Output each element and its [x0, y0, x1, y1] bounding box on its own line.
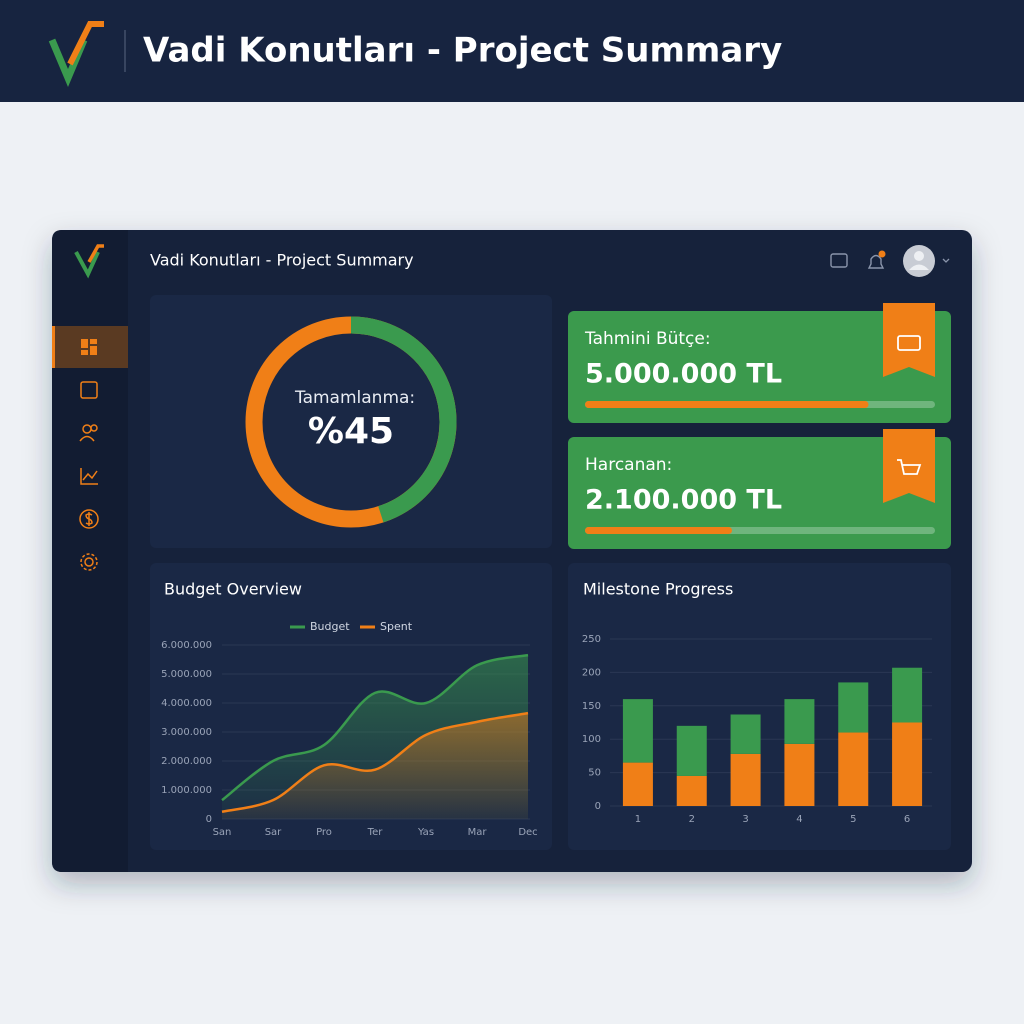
bar-segment — [622, 699, 653, 763]
completion-label: Tamamlanma: — [294, 388, 415, 408]
x-tick-label: Yas — [417, 827, 434, 838]
nav-active-marker — [52, 326, 55, 368]
bell-icon[interactable] — [867, 254, 885, 269]
y-tick-label: 6.000.000 — [161, 640, 212, 651]
x-tick-label: Sar — [265, 827, 282, 838]
x-tick-label: Pro — [316, 827, 332, 838]
bar-segment — [730, 753, 761, 806]
sidebar — [52, 230, 128, 872]
donut-progress — [245, 316, 457, 528]
avatar-head — [914, 251, 924, 261]
bar-segment — [784, 743, 815, 806]
nav-dashboard[interactable] — [81, 339, 97, 355]
y-tick-label: 50 — [588, 768, 601, 779]
wallet-icon — [897, 335, 921, 351]
x-tick-label: Ter — [367, 827, 384, 838]
y-tick-label: 2.000.000 — [161, 756, 212, 767]
x-tick-label: 2 — [689, 814, 695, 825]
nav-reports[interactable] — [80, 381, 98, 399]
card-value: 2.100.000 TL — [585, 485, 782, 516]
card-value: 5.000.000 TL — [585, 359, 782, 390]
y-tick-label: 1.000.000 — [161, 785, 212, 796]
x-tick-label: 6 — [904, 814, 910, 825]
bar-segment — [730, 714, 761, 754]
y-tick-label: 0 — [206, 814, 212, 825]
card-label: Harcanan: — [585, 455, 672, 475]
y-tick-label: 3.000.000 — [161, 727, 212, 738]
y-tick-label: 250 — [582, 634, 601, 645]
notification-dot — [878, 250, 886, 258]
completion-panel — [150, 295, 552, 548]
bar-segment — [892, 667, 923, 723]
budget-chart-title: Budget Overview — [164, 580, 302, 599]
completion-value: %45 — [308, 411, 394, 452]
line — [221, 711, 529, 813]
sidebar-nav — [52, 326, 128, 571]
area — [222, 713, 528, 819]
stat-card — [568, 311, 951, 423]
folder-icon[interactable] — [830, 253, 848, 268]
topbar-icons — [830, 245, 950, 277]
x-tick-label: 3 — [742, 814, 748, 825]
y-tick-label: 5.000.000 — [161, 669, 212, 680]
bar-segment — [676, 725, 707, 776]
x-tick-label: 5 — [850, 814, 856, 825]
x-tick-label: Dec — [518, 827, 537, 838]
milestone-chart-title: Milestone Progress — [583, 580, 733, 599]
bar-segment — [892, 722, 923, 806]
progress-fill — [585, 527, 732, 534]
card-badge — [883, 429, 935, 503]
progress-fill — [585, 401, 869, 408]
app-title: Vadi Konutları - Project Summary — [150, 251, 414, 270]
nav-team[interactable] — [79, 424, 98, 442]
legend-label: Spent — [380, 620, 413, 633]
legend-label: Budget — [310, 620, 350, 633]
header-title: Vadi Konutları - Project Summary — [143, 31, 782, 71]
nav-analytics[interactable] — [80, 468, 98, 485]
bar-segment — [622, 762, 653, 806]
x-tick-label: 1 — [635, 814, 641, 825]
bar-segment — [676, 775, 707, 806]
y-tick-label: 100 — [582, 734, 601, 745]
x-tick-label: San — [213, 827, 232, 838]
bar-segment — [838, 732, 869, 806]
cart-icon — [897, 459, 922, 475]
avatar-body — [909, 264, 929, 270]
y-tick-label: 0 — [595, 801, 601, 812]
header-bar — [0, 0, 1024, 102]
y-tick-label: 200 — [582, 667, 601, 678]
line — [221, 653, 529, 802]
x-tick-label: 4 — [796, 814, 802, 825]
card-badge — [883, 303, 935, 377]
app-logo — [74, 244, 104, 279]
bar-segment — [838, 682, 869, 733]
bar-segment — [784, 699, 815, 744]
y-tick-label: 150 — [582, 701, 601, 712]
stat-card — [568, 437, 951, 549]
nav-finance[interactable] — [79, 509, 99, 529]
nav-settings[interactable] — [80, 553, 98, 571]
dropdown-caret[interactable] — [942, 258, 950, 263]
x-tick-label: Mar — [468, 827, 488, 838]
logo — [48, 21, 104, 88]
y-tick-label: 4.000.000 — [161, 698, 212, 709]
card-label: Tahmini Bütçe: — [584, 329, 711, 349]
